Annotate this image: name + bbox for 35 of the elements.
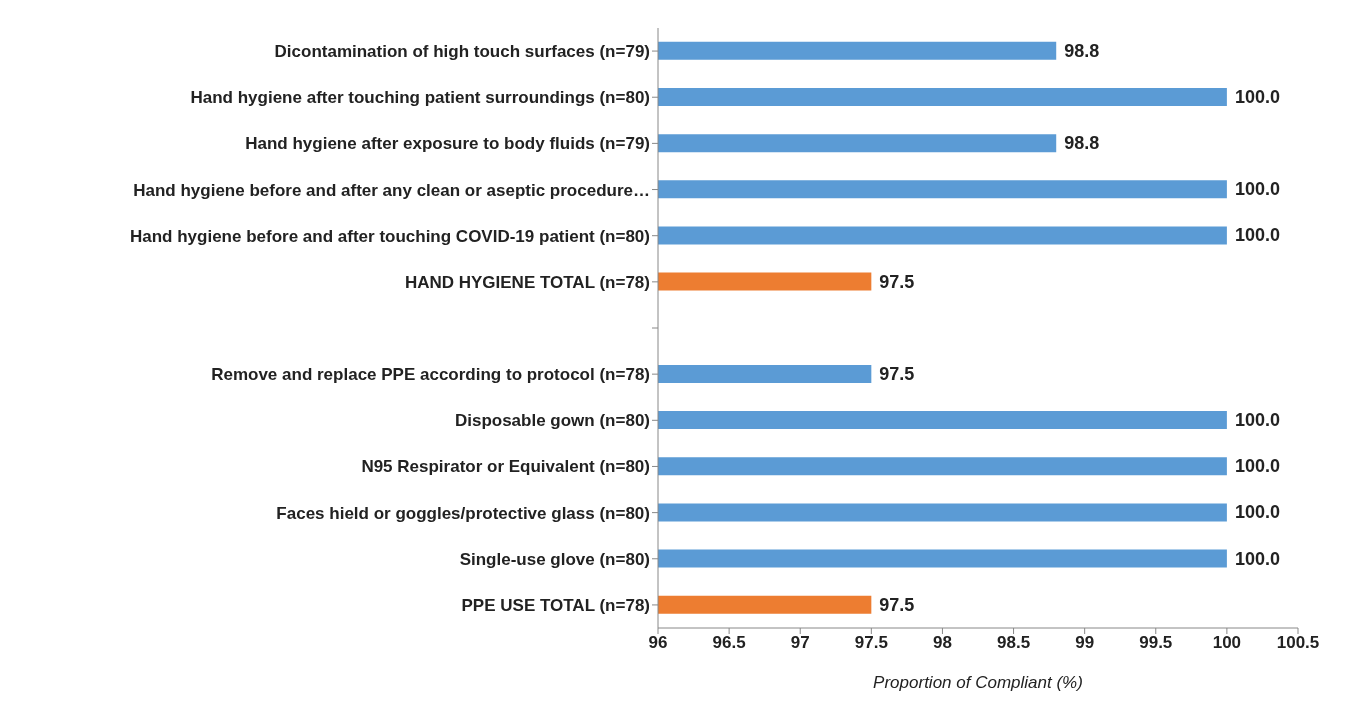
x-tick-label: 99 <box>1075 633 1095 653</box>
data-label: 100.0 <box>1234 456 1280 477</box>
data-label: 100.0 <box>1234 179 1280 200</box>
x-tick-label: 98.5 <box>997 633 1031 653</box>
data-label: 98.8 <box>1064 40 1100 61</box>
y-tick-label: HAND HYGIENE TOTAL (n=78) <box>404 272 650 292</box>
data-label: 100.0 <box>1234 548 1280 569</box>
y-tick-label: Hand hygiene before and after any clean or aseptic procedure… <box>133 180 650 200</box>
x-axis-title: Proportion of Compliant (%) <box>873 673 1083 692</box>
x-tick-label: 96 <box>648 633 668 653</box>
x-tick-label: 100.5 <box>1276 633 1320 653</box>
y-tick-label: Remove and replace PPE according to protocol (n=78) <box>211 365 650 385</box>
x-tick-label: 96.5 <box>712 633 746 653</box>
y-tick-label: Single-use glove (n=80) <box>459 549 650 569</box>
data-label: 100.0 <box>1234 87 1280 107</box>
y-tick-label: Disposable gown (n=80) <box>454 411 650 431</box>
y-tick-label: Hand hygiene after touching patient surroundings (n=80) <box>190 88 650 108</box>
x-tick-label: 98 <box>932 633 952 653</box>
x-tick-label: 97.5 <box>854 633 888 653</box>
data-label: 98.8 <box>1064 133 1100 154</box>
y-tick-label: PPE USE TOTAL (n=78) <box>461 595 650 615</box>
data-label: 100.0 <box>1234 225 1280 246</box>
data-label: 100.0 <box>1234 502 1280 523</box>
y-tick-label: Faces hield or goggles/protective glass (n=80) <box>276 503 650 523</box>
y-tick-label: Hand hygiene before and after touching COVID-19 patient (n=80) <box>130 226 650 246</box>
data-label: 97.5 <box>879 594 915 615</box>
data-label: 100.0 <box>1234 410 1280 431</box>
y-tick-label: N95 Respirator or Equivalent (n=80) <box>361 457 650 477</box>
data-label: 97.5 <box>879 271 915 292</box>
y-tick-label: Hand hygiene after exposure to body fluids (n=79) <box>245 134 650 154</box>
x-tick-label: 97 <box>790 633 810 653</box>
data-label: 97.5 <box>879 363 915 384</box>
y-tick-label: Dicontamination of high touch surfaces (n=79) <box>274 42 650 62</box>
x-tick-label: 100 <box>1212 633 1242 653</box>
x-tick-label: 99.5 <box>1139 633 1173 653</box>
